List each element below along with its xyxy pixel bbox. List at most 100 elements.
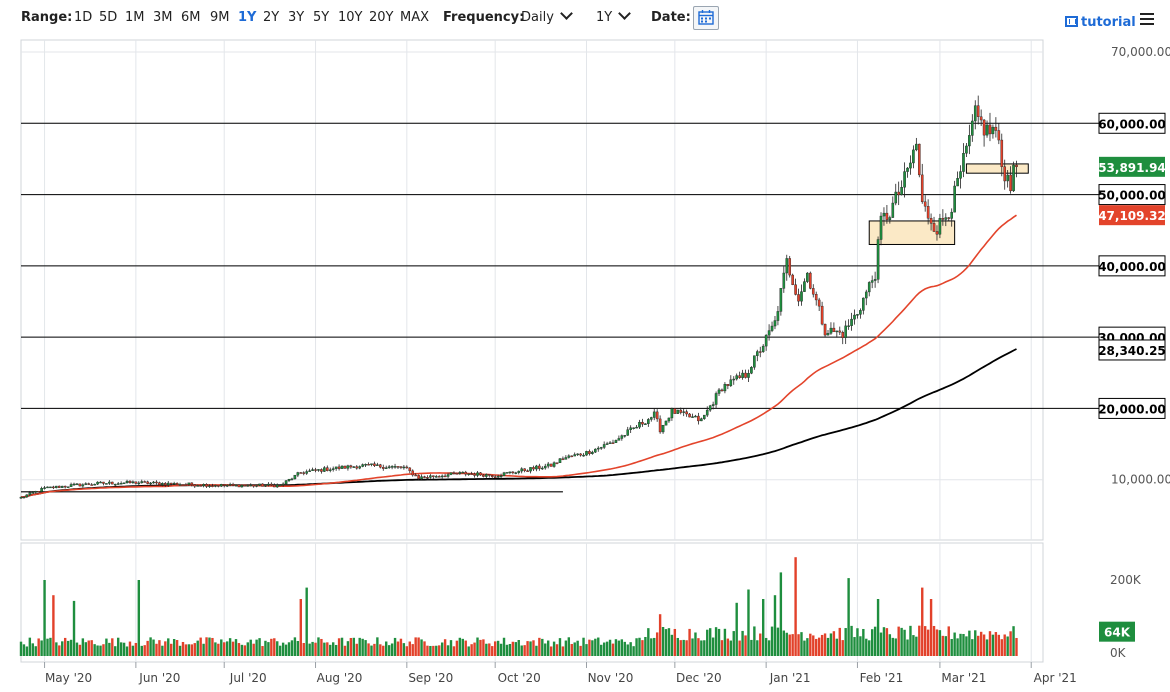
candle-up bbox=[535, 465, 538, 470]
last-volume-label: 64K bbox=[1104, 626, 1131, 640]
range-1d-button[interactable]: 1D bbox=[74, 10, 93, 25]
volume-bar bbox=[34, 646, 37, 656]
candle-down bbox=[673, 408, 677, 414]
x-tick-label: Mar '21 bbox=[941, 671, 986, 685]
candle-up bbox=[747, 373, 750, 378]
volume-bar bbox=[938, 630, 942, 656]
volume-bar bbox=[49, 637, 52, 656]
range-max-button[interactable]: MAX bbox=[400, 10, 430, 25]
volume-bar bbox=[729, 640, 733, 656]
volume-bar bbox=[720, 640, 724, 656]
candle-down bbox=[381, 466, 385, 469]
volume-bar bbox=[81, 638, 85, 656]
range-5y-button[interactable]: 5Y bbox=[313, 10, 330, 25]
volume-bar bbox=[175, 640, 179, 656]
volume-bar bbox=[331, 642, 335, 656]
volume-bar bbox=[414, 637, 417, 656]
volume-bar bbox=[756, 640, 759, 656]
candle-down bbox=[355, 466, 359, 469]
volume-bar bbox=[962, 633, 965, 656]
candle-down bbox=[1000, 139, 1004, 167]
volume-bar bbox=[965, 636, 968, 656]
x-tick-label: Sep '20 bbox=[408, 671, 453, 685]
candle-down bbox=[685, 411, 688, 415]
range-3y-button[interactable]: 3Y bbox=[288, 10, 305, 25]
candle-up bbox=[700, 418, 703, 422]
volume-bar bbox=[396, 641, 400, 656]
candle-down bbox=[432, 475, 435, 477]
candle-up bbox=[361, 464, 364, 467]
candle-up bbox=[543, 465, 547, 469]
tutorial-link[interactable]: tutorial bbox=[1065, 15, 1136, 30]
volume-bar bbox=[90, 640, 93, 656]
candle-up bbox=[1012, 164, 1015, 192]
range-1m-button[interactable]: 1M bbox=[125, 10, 145, 25]
candle-up bbox=[485, 474, 488, 477]
volume-bar bbox=[717, 628, 721, 656]
candle-down bbox=[549, 463, 553, 467]
candle-down bbox=[982, 119, 986, 136]
x-tick-label: Aug '20 bbox=[317, 671, 363, 685]
range-20y-button[interactable]: 20Y bbox=[369, 10, 394, 25]
candle-up bbox=[558, 458, 562, 463]
long-ma-label-box bbox=[1098, 339, 1166, 361]
volume-bar bbox=[523, 645, 526, 656]
period-select[interactable]: 1Y bbox=[596, 7, 632, 25]
candle-down bbox=[199, 485, 202, 487]
candle-up bbox=[249, 484, 253, 487]
volume-bar bbox=[953, 632, 956, 656]
candle-up bbox=[140, 481, 144, 484]
volume-bar bbox=[991, 634, 995, 656]
volume-bar bbox=[829, 633, 833, 656]
candle-up bbox=[649, 417, 653, 420]
candle-up bbox=[859, 310, 862, 315]
hamburger-menu-icon[interactable] bbox=[1140, 13, 1154, 26]
candle-up bbox=[564, 457, 568, 460]
volume-bar bbox=[37, 638, 40, 656]
volume-bar bbox=[697, 638, 700, 656]
candle-up bbox=[938, 218, 942, 235]
candle-up bbox=[293, 474, 297, 480]
candle-up bbox=[670, 408, 674, 419]
candle-down bbox=[373, 463, 376, 466]
range-3m-button[interactable]: 3M bbox=[153, 10, 173, 25]
volume-bar bbox=[258, 638, 261, 656]
candle-up bbox=[912, 149, 915, 164]
range-5d-button[interactable]: 5D bbox=[99, 10, 118, 25]
volume-bar bbox=[137, 580, 141, 656]
candle-up bbox=[19, 496, 23, 499]
candle-down bbox=[414, 474, 417, 477]
range-6m-button[interactable]: 6M bbox=[181, 10, 201, 25]
volume-bar bbox=[111, 638, 114, 656]
candle-up bbox=[328, 469, 332, 471]
candle-up bbox=[28, 492, 32, 496]
candle-down bbox=[744, 372, 747, 378]
candle-down bbox=[37, 491, 40, 493]
volume-bar bbox=[835, 638, 839, 656]
frequency-select[interactable]: Daily bbox=[521, 7, 573, 25]
candle-down bbox=[917, 143, 921, 176]
volume-bar bbox=[320, 638, 323, 656]
range-1y-button[interactable]: 1Y bbox=[238, 10, 257, 25]
volume-bar bbox=[735, 602, 738, 656]
volume-bar bbox=[96, 645, 99, 656]
volume-bar bbox=[314, 642, 317, 656]
candle-down bbox=[320, 469, 323, 472]
volume-bar bbox=[273, 638, 276, 656]
volume-bar bbox=[385, 641, 388, 656]
volume-bar bbox=[278, 645, 282, 656]
range-2y-button[interactable]: 2Y bbox=[263, 10, 280, 25]
range-9m-button[interactable]: 9M bbox=[210, 10, 230, 25]
candle-down bbox=[697, 415, 700, 422]
range-10y-button[interactable]: 10Y bbox=[338, 10, 363, 25]
volume-bar bbox=[873, 626, 877, 656]
candle-up bbox=[81, 484, 85, 487]
candle-up bbox=[909, 162, 912, 169]
volume-bar bbox=[770, 626, 774, 656]
short-moving-average bbox=[20, 214, 1017, 498]
calendar-button[interactable] bbox=[693, 6, 719, 30]
volume-bar bbox=[791, 634, 794, 656]
volume-bar bbox=[844, 628, 847, 656]
date-label: Date: bbox=[651, 10, 691, 25]
volume-tick-label: 0K bbox=[1110, 646, 1127, 660]
